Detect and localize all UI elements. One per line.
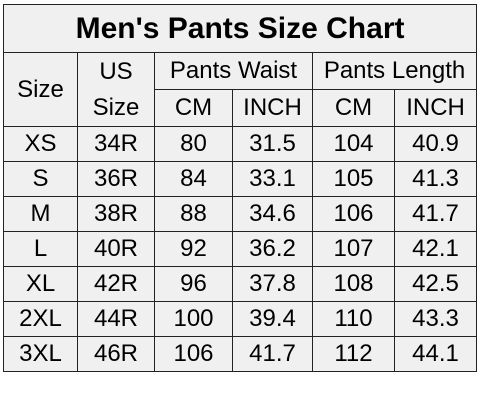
cell-waist-inch: 34.6 [232, 196, 313, 232]
cell-size: L [3, 231, 78, 267]
cell-length-inch: 42.5 [393, 266, 478, 302]
cell-us-size: 40R [77, 231, 155, 267]
table-row: XS 34R 80 31.5 104 40.9 [3, 126, 478, 162]
cell-length-inch: 40.9 [393, 126, 478, 162]
cell-waist-inch: 39.4 [232, 301, 313, 337]
cell-length-inch: 44.1 [393, 336, 478, 372]
cell-waist-cm: 92 [154, 231, 233, 267]
cell-size: 2XL [3, 301, 78, 337]
cell-us-size: 42R [77, 266, 155, 302]
chart-title: Men's Pants Size Chart [2, 4, 478, 53]
table-row: M 38R 88 34.6 106 41.7 [3, 196, 478, 232]
cell-length-cm: 106 [312, 196, 395, 232]
cell-size: XL [3, 266, 78, 302]
cell-length-cm: 112 [312, 336, 395, 372]
header-us-size: US Size [77, 52, 155, 127]
cell-us-size: 44R [77, 301, 155, 337]
header-waist-cm: CM [154, 89, 233, 127]
cell-length-cm: 104 [312, 126, 395, 162]
table-row: S 36R 84 33.1 105 41.3 [3, 161, 478, 197]
cell-length-cm: 110 [312, 301, 395, 337]
header-us-size-line1: US [99, 57, 133, 85]
title-row: Men's Pants Size Chart [2, 4, 478, 53]
header-us-size-line2: Size [92, 93, 140, 121]
header-length-inch: INCH [393, 89, 478, 127]
cell-waist-cm: 100 [154, 301, 233, 337]
cell-size: M [3, 196, 78, 232]
cell-waist-cm: 84 [154, 161, 233, 197]
header-row-1: Size US Size Pants Waist Pants Length [3, 52, 478, 127]
cell-waist-inch: 41.7 [232, 336, 313, 372]
cell-length-cm: 107 [312, 231, 395, 267]
header-size: Size [3, 52, 78, 127]
header-pants-length: Pants Length [311, 52, 478, 90]
header-waist-inch: INCH [232, 89, 313, 127]
cell-length-inch: 42.1 [393, 231, 478, 267]
cell-size: XS [3, 126, 78, 162]
table-row: L 40R 92 36.2 107 42.1 [3, 231, 478, 267]
cell-waist-cm: 88 [154, 196, 233, 232]
cell-waist-inch: 36.2 [232, 231, 313, 267]
header-length-cm: CM [312, 89, 395, 127]
table-row: 2XL 44R 100 39.4 110 43.3 [3, 301, 478, 337]
cell-waist-inch: 33.1 [232, 161, 313, 197]
cell-waist-inch: 31.5 [232, 126, 313, 162]
cell-us-size: 38R [77, 196, 155, 232]
header-pants-waist: Pants Waist [154, 52, 313, 90]
table-row: 3XL 46R 106 41.7 112 44.1 [3, 336, 478, 372]
cell-length-inch: 41.7 [393, 196, 478, 232]
size-chart-table: Men's Pants Size Chart Size US Size Pant… [2, 4, 478, 372]
cell-waist-cm: 96 [154, 266, 233, 302]
table-row: XL 42R 96 37.8 108 42.5 [3, 266, 478, 302]
cell-waist-cm: 106 [154, 336, 233, 372]
cell-length-cm: 108 [312, 266, 395, 302]
cell-us-size: 36R [77, 161, 155, 197]
cell-size: 3XL [3, 336, 78, 372]
cell-waist-cm: 80 [154, 126, 233, 162]
cell-size: S [3, 161, 78, 197]
cell-waist-inch: 37.8 [232, 266, 313, 302]
cell-length-inch: 43.3 [393, 301, 478, 337]
cell-us-size: 34R [77, 126, 155, 162]
cell-us-size: 46R [77, 336, 155, 372]
cell-length-inch: 41.3 [393, 161, 478, 197]
cell-length-cm: 105 [312, 161, 395, 197]
